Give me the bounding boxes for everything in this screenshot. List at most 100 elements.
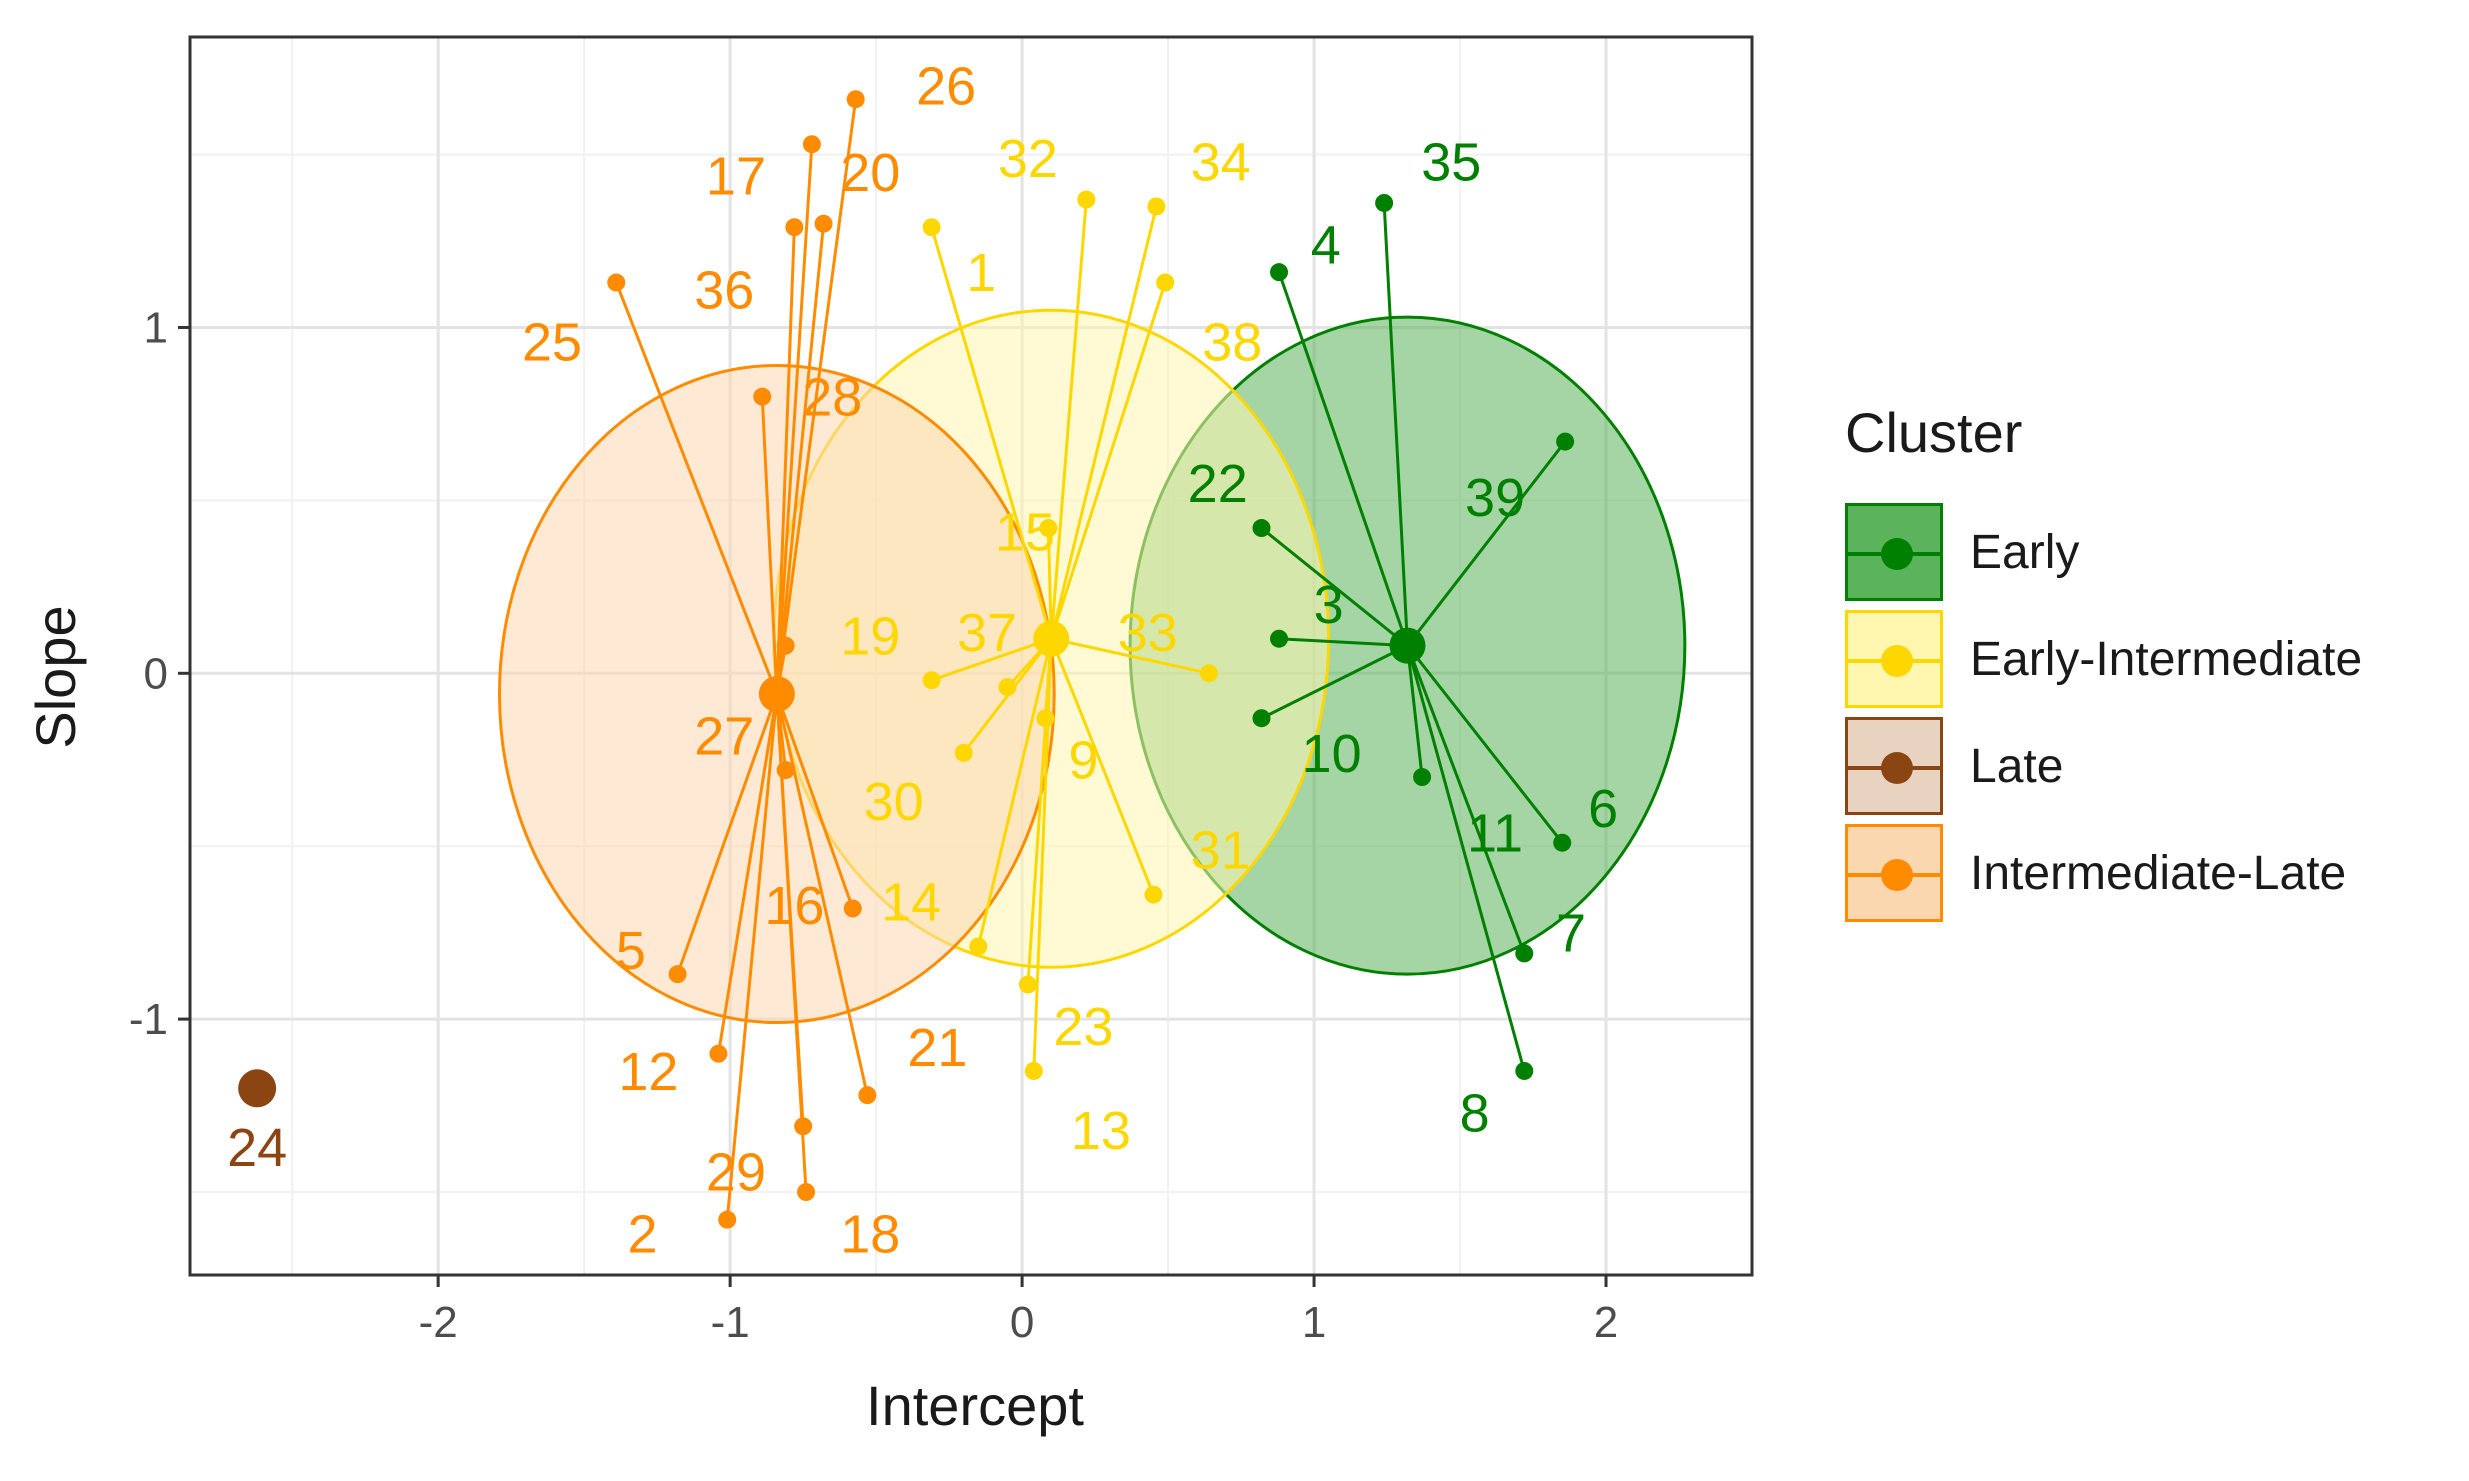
data-point [954,743,973,762]
legend-key-dot [1881,752,1913,784]
data-point [718,1210,737,1229]
segment [1026,638,1053,985]
data-point [846,90,865,109]
segment [725,693,779,1220]
data-point [785,218,804,237]
legend-item: Early [1845,503,2455,607]
segment [1049,638,1155,896]
data-point [794,1117,813,1136]
legend-key [1845,503,1943,601]
x-tick-label: 0 [1010,1298,1034,1347]
point-label: 1 [966,243,996,303]
segment [1278,637,1408,648]
segment [775,693,869,1096]
point-label: 8 [1460,1083,1490,1143]
plot-panel-border [188,35,1754,1277]
point-label: 21 [907,1018,967,1078]
data-point [1156,273,1175,292]
data-point [1270,629,1289,648]
data-point [1375,193,1394,212]
segment [760,396,779,695]
x-axis-title: Intercept [866,1374,1084,1437]
segment [930,226,1053,640]
point-label: 14 [881,873,941,933]
legend-label: Late [1970,740,2064,793]
point-labels: 4 35 39 22 3 10 11 6 7 8 32 34 1 38 15 19 37 33 9 30 31 14 23 1… [227,56,1618,1264]
data-point [922,671,941,690]
point-label: 34 [1191,132,1251,192]
data-point [1270,263,1289,282]
legend-item: Early-Intermediate [1845,610,2455,714]
data-point [607,273,626,292]
segment [775,693,855,909]
centroid-point [758,676,795,713]
point-label: 26 [916,56,976,116]
data-point [1147,197,1166,216]
data-point [1024,1061,1043,1080]
data-points [607,90,1575,1229]
segment [775,144,814,695]
cluster-ellipses [497,308,1687,1025]
data-point [776,636,795,655]
point-label: 5 [616,921,646,981]
data-point [1077,190,1096,209]
segment [1406,440,1567,647]
point-label: 31 [1191,821,1251,881]
point-label: 22 [1188,454,1248,514]
point-label: 19 [840,606,900,666]
point-label: 25 [522,312,582,372]
point-label: 28 [802,368,862,428]
data-point [1018,975,1037,994]
point-label: 39 [1465,468,1525,528]
segment [716,693,779,1054]
data-point [753,387,772,406]
segment [1406,645,1526,954]
y-tick-label: -1 [129,995,168,1044]
data-point [814,214,833,233]
data-point [1553,833,1572,852]
data-point [1252,709,1271,728]
data-point [998,678,1017,697]
x-tick-label: 1 [1302,1298,1326,1347]
segment [1406,645,1526,1072]
data-point [1515,944,1534,963]
data-point [1039,519,1058,538]
data-point [776,761,795,780]
point-label: 11 [1467,803,1523,863]
point-label: 16 [764,876,824,936]
point-label: 17 [706,146,766,206]
point-label: 13 [1071,1101,1131,1161]
legend-item: Intermediate-Late [1845,824,2455,928]
point-label: 12 [618,1042,678,1102]
y-tick-label: 1 [144,303,168,352]
point-label: 7 [1556,904,1586,964]
legend-key-dot [1881,645,1913,677]
centroid-point [1033,620,1070,657]
point-label: 15 [995,503,1055,563]
point-label: 29 [706,1142,766,1202]
segment [1049,199,1088,639]
point-label: 36 [694,260,754,320]
data-point [1556,432,1575,451]
point-label: 20 [840,143,900,203]
legend-key [1845,610,1943,708]
legend: Cluster Early Early-Intermediate Late Inter… [1845,400,2455,931]
segment [976,638,1053,947]
segment [614,281,779,695]
point-label: 30 [864,772,924,832]
segment [1049,282,1167,640]
point-label: 2 [628,1205,658,1265]
centroid-point [1389,627,1426,664]
data-point [668,965,687,984]
segment [1260,526,1409,647]
data-point [858,1086,877,1105]
legend-label: Intermediate-Late [1970,847,2347,900]
point-label: 10 [1302,724,1362,784]
segment [931,637,1052,682]
centroids [238,620,1426,1108]
legend-item: Late [1845,717,2455,821]
segment [775,223,826,695]
segment [1260,644,1409,720]
data-point [1036,709,1055,728]
point-label: 9 [1068,731,1098,791]
